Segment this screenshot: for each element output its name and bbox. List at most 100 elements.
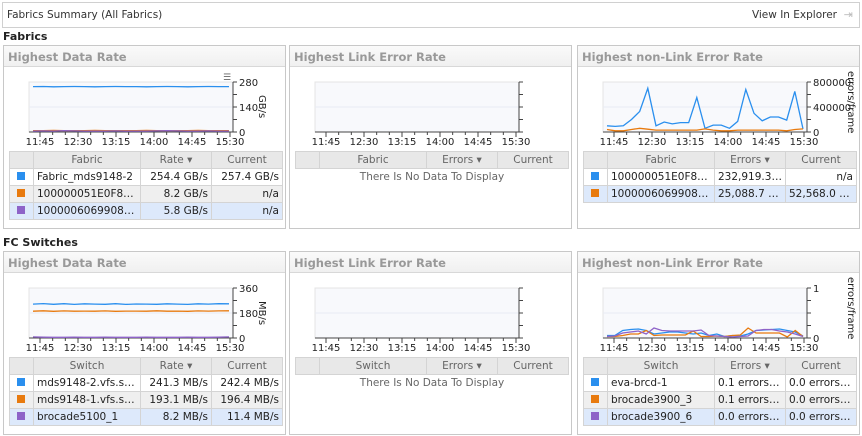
column-header-0[interactable]: Fabric	[607, 151, 715, 169]
y-tick-label: 360	[239, 284, 258, 295]
section-title: Fabrics	[3, 30, 48, 43]
chart-menu-icon[interactable]: ☰	[223, 73, 231, 83]
series-line-purple	[606, 327, 804, 338]
value-cell: 241.3 MB/s	[140, 374, 212, 392]
legend-cell	[9, 391, 34, 409]
series-line-blue	[32, 302, 230, 306]
y-axis-unit: MB/s	[256, 301, 267, 325]
table-row[interactable]: brocade3900_6 0.0 errors/... 0.0 errors/..…	[583, 408, 857, 426]
legend-swatch-icon	[591, 412, 599, 420]
value-cell: 254.4 GB/s	[140, 168, 212, 186]
column-header-2[interactable]: Current	[785, 357, 857, 375]
name-cell: brocade3900_6	[607, 408, 715, 426]
table-header-row: Switch Errors ▾ Current	[295, 357, 569, 375]
x-tick-label: 11:45	[26, 343, 55, 354]
line-chart: 11:45 12:30 13:15 14:00 14:45 15:30	[312, 81, 531, 148]
column-header-1[interactable]: Errors ▾	[426, 151, 498, 169]
column-header-1[interactable]: Errors ▾	[426, 357, 498, 375]
current-cell: 11.4 MB/s	[211, 408, 283, 426]
table-row[interactable]: mds9148-2.vfs.stc... 241.3 MB/s 242.4 MB/s	[9, 374, 283, 392]
table-row[interactable]: mds9148-1.vfs.stc... 193.1 MB/s 196.4 MB/s	[9, 391, 283, 409]
x-tick-label: 14:00	[714, 137, 743, 148]
column-header-2[interactable]: Current	[497, 357, 569, 375]
column-header-0[interactable]: Switch	[33, 357, 141, 375]
table-header-row: Switch Errors ▾ Current	[583, 357, 857, 375]
current-cell: 257.4 GB/s	[211, 168, 283, 186]
x-tick-label: 12:30	[638, 137, 667, 148]
panel-title: Highest Link Error Rate	[290, 252, 571, 273]
chart-panel: Highest Link Error Rate 11:45 12:30 13:15 14…	[289, 45, 572, 229]
legend-cell	[9, 408, 34, 426]
chart-panel: Highest Data Rate 0 180 360 MB/s 11:45 12:30 13…	[3, 251, 286, 435]
table-row[interactable]: brocade3900_3 0.1 errors/... 0.0 errors/..…	[583, 391, 857, 409]
table-header-row: Fabric Errors ▾ Current	[295, 151, 569, 169]
value-cell: 5.8 GB/s	[140, 202, 212, 220]
value-cell: 8.2 GB/s	[140, 185, 212, 203]
color-column-header	[9, 151, 34, 169]
column-header-1[interactable]: Rate ▾	[140, 151, 212, 169]
column-header-2[interactable]: Current	[211, 357, 283, 375]
table-row[interactable]: Fabric_mds9148-2 254.4 GB/s 257.4 GB/s	[9, 168, 283, 186]
table-row[interactable]: eva-brcd-1 0.1 errors/... 0.0 errors/...	[583, 374, 857, 392]
legend-swatch-icon	[17, 189, 25, 197]
name-cell: Fabric_mds9148-2	[33, 168, 141, 186]
x-tick-label: 15:30	[790, 137, 819, 148]
current-cell: n/a	[211, 202, 283, 220]
legend-cell	[583, 168, 608, 186]
table-header-row: Fabric Rate ▾ Current	[9, 151, 283, 169]
y-axis-unit: errors/frame	[845, 277, 856, 339]
no-data-message: There Is No Data To Display	[295, 374, 569, 392]
value-cell: 232,919.3 ...	[714, 168, 786, 186]
legend-cell	[9, 185, 34, 203]
legend-swatch-icon	[17, 395, 25, 403]
column-header-0[interactable]: Switch	[607, 357, 715, 375]
x-tick-label: 13:15	[388, 137, 417, 148]
legend-cell	[9, 202, 34, 220]
line-chart: 0 180 360 MB/s 11:45 12:30 13:15 14:00 14:45 15:3…	[26, 284, 267, 354]
x-tick-label: 15:30	[502, 137, 531, 148]
view-in-explorer-link[interactable]: View In Explorer	[751, 9, 837, 21]
y-tick-label: 0	[239, 334, 245, 345]
legend-cell	[583, 374, 608, 392]
current-cell: 0.0 errors/...	[785, 374, 857, 392]
arrow-right-icon[interactable]: ⇥	[843, 8, 853, 21]
series-line-orange	[607, 327, 804, 338]
y-tick-label: 0	[813, 334, 819, 345]
column-header-1[interactable]: Errors ▾	[714, 357, 786, 375]
x-tick-label: 11:45	[312, 343, 341, 354]
panel-title: Highest non-Link Error Rate	[578, 252, 859, 273]
series-line-orange	[32, 310, 230, 312]
legend-cell	[583, 391, 608, 409]
x-tick-label: 12:30	[350, 343, 379, 354]
x-tick-label: 13:15	[102, 343, 131, 354]
column-header-0[interactable]: Switch	[319, 357, 427, 375]
color-column-header	[295, 151, 320, 169]
column-header-0[interactable]: Fabric	[319, 151, 427, 169]
current-cell: n/a	[785, 168, 857, 186]
y-tick-label: 1	[813, 284, 819, 295]
legend-cell	[583, 185, 608, 203]
color-column-header	[583, 151, 608, 169]
legend-swatch-icon	[17, 378, 25, 386]
table-row[interactable]: brocade5100_1 8.2 MB/s 11.4 MB/s	[9, 408, 283, 426]
current-cell: 0.0 errors/...	[785, 391, 857, 409]
name-cell: brocade5100_1	[33, 408, 141, 426]
column-header-0[interactable]: Fabric	[33, 151, 141, 169]
table-header-row: Fabric Errors ▾ Current	[583, 151, 857, 169]
legend-swatch-icon	[591, 189, 599, 197]
column-header-1[interactable]: Rate ▾	[140, 357, 212, 375]
data-table: Switch Errors ▾ Current There Is No Data To…	[295, 357, 569, 392]
line-chart: 0 140 280 GB/s ☰ 11:45 12:30 13:15 14:00 14:45 15:…	[26, 73, 267, 148]
table-row[interactable]: 100000051E0F8BBA 232,919.3 ... n/a	[583, 168, 857, 186]
color-column-header	[9, 357, 34, 375]
table-row[interactable]: 100000051E0F8BBA 8.2 GB/s n/a	[9, 185, 283, 203]
column-header-2[interactable]: Current	[497, 151, 569, 169]
column-header-1[interactable]: Errors ▾	[714, 151, 786, 169]
table-row[interactable]: 1000006069908BA3 25,088.7 e... 52,568.0 e.…	[583, 185, 857, 203]
x-tick-label: 13:15	[676, 343, 705, 354]
column-header-2[interactable]: Current	[785, 151, 857, 169]
table-row[interactable]: 1000006069908BA3 5.8 GB/s n/a	[9, 202, 283, 220]
column-header-2[interactable]: Current	[211, 151, 283, 169]
x-tick-label: 14:45	[464, 343, 493, 354]
value-cell: 25,088.7 e...	[714, 185, 786, 203]
